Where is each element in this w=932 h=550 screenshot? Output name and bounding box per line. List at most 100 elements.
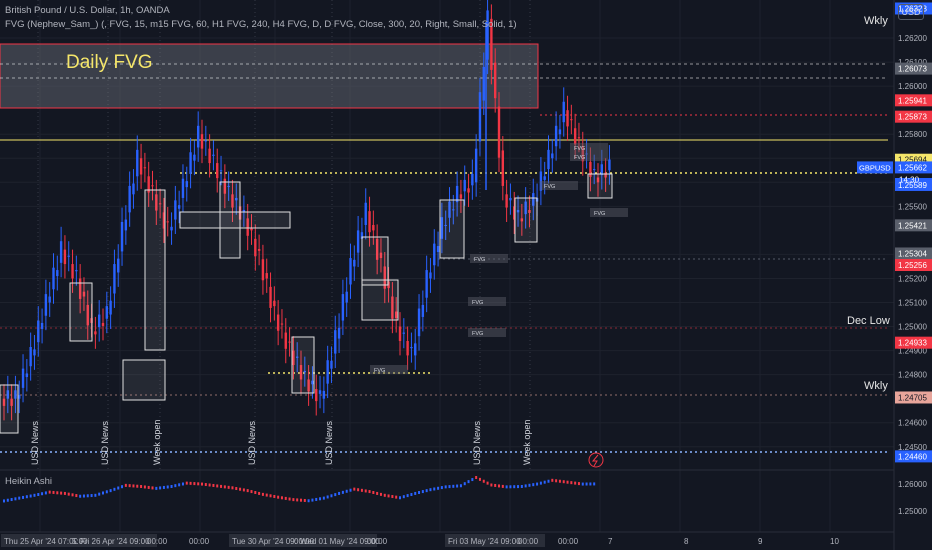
event-label: Week open: [152, 420, 162, 465]
fvg-box: [179, 211, 291, 229]
time-label: 7: [608, 537, 613, 546]
candle-body: [139, 158, 143, 175]
ha-candle: [265, 493, 268, 497]
candle-body: [155, 194, 158, 211]
ha-candle: [478, 477, 481, 481]
candle-body: [189, 152, 192, 174]
candle-body: [185, 181, 188, 188]
ha-candle: [307, 499, 310, 503]
ha-candle: [121, 485, 124, 489]
heikin-ashi-label: Heikin Ashi: [5, 476, 52, 487]
time-tick: 00:00: [294, 537, 315, 546]
ha-candle: [532, 483, 535, 487]
candle-body: [37, 320, 40, 343]
fvg-tag: FVG: [374, 368, 385, 374]
candle-body: [532, 193, 535, 206]
ha-candle: [109, 489, 112, 493]
ha-candle: [505, 485, 508, 489]
ha-candle: [60, 491, 63, 495]
candle-body: [235, 197, 238, 201]
candle-body: [558, 129, 562, 135]
price-label-box: [895, 110, 932, 123]
candle-body: [482, 66, 485, 101]
candle-body: [128, 185, 131, 213]
time-tick: 00:00: [147, 537, 168, 546]
price-label: 1.24933: [898, 339, 927, 348]
candle-body: [2, 398, 6, 406]
fvg-tag: FVG: [472, 300, 483, 306]
candle-body: [387, 281, 390, 289]
lightning-icon[interactable]: [588, 452, 604, 468]
candle-body: [478, 92, 482, 142]
ha-candle: [52, 490, 55, 494]
price-label: 1.25589: [898, 181, 927, 190]
candle-body: [436, 246, 440, 253]
ha-candle: [345, 489, 348, 493]
event-label: Week open: [522, 420, 532, 465]
ha-candle: [204, 483, 207, 487]
ha-candle: [471, 478, 474, 482]
fvg-tag-box: [590, 208, 628, 217]
price-labels: 1.26323 1.26073 1.25941 1.25873 1.256941.256…: [857, 2, 932, 463]
candle-body: [246, 218, 249, 236]
ha-candle: [284, 496, 287, 500]
price-label: 1.25662: [898, 163, 927, 172]
candle-body: [242, 209, 246, 213]
candle-body: [94, 331, 97, 335]
fvg-tag-box: [470, 254, 508, 263]
wkly-top-label: Wkly: [864, 15, 888, 27]
candle-body: [67, 255, 70, 257]
time-axis-labels: Thu 25 Apr '24 07:00 Fri 26 Apr '24 09:00…: [1, 534, 839, 547]
candle-body: [543, 176, 546, 180]
time-label-box: [77, 534, 157, 547]
ha-candle: [22, 495, 25, 499]
candle-body: [52, 267, 55, 290]
ha-candle: [433, 487, 436, 491]
candle-body: [265, 273, 268, 279]
ha-candle: [341, 490, 344, 494]
candle-body: [29, 346, 32, 367]
ha-candle: [98, 492, 101, 496]
time-label-box: [229, 534, 309, 547]
ha-candle: [372, 491, 375, 494]
candle-body: [417, 308, 421, 337]
wkly-bottom-label: Wkly: [864, 380, 888, 392]
time-label: Fri 03 May '24 09:00: [448, 537, 521, 546]
candle-body: [231, 194, 234, 208]
fvg-tag: FVG: [544, 184, 555, 190]
ha-candle: [254, 491, 257, 494]
ha-candle: [174, 484, 177, 488]
currency-button[interactable]: USD: [898, 4, 924, 20]
event-label: USD News: [100, 420, 110, 465]
candle-body: [212, 154, 215, 156]
candle-body: [193, 154, 196, 161]
candle-body: [6, 390, 10, 399]
candle-body: [273, 300, 276, 307]
time-tick: 00:00: [518, 537, 539, 546]
ha-candle: [315, 497, 318, 501]
price-label: 1.25694: [898, 156, 927, 165]
candle-body: [452, 209, 455, 211]
candle-body: [86, 304, 89, 326]
ha-candle: [577, 482, 580, 486]
ha-candle: [581, 482, 584, 486]
ha-candle: [166, 485, 169, 489]
ha-candle: [10, 498, 13, 502]
ha-candle: [41, 492, 44, 496]
candle-body: [82, 291, 86, 297]
ha-candle: [79, 494, 82, 498]
candle-body: [490, 18, 493, 70]
ha-candle: [566, 480, 569, 484]
candle-body: [520, 218, 524, 222]
fvg-box: [122, 359, 166, 401]
ha-candle: [258, 491, 261, 495]
price-label: 1.26323: [898, 4, 927, 13]
candle-body: [570, 119, 573, 121]
price-label-box: [895, 178, 932, 191]
ha-candle: [227, 485, 230, 489]
ha-candle: [395, 495, 398, 499]
candle-body: [48, 296, 51, 303]
candle-body: [592, 169, 596, 171]
fvg-tag: FVG: [594, 211, 605, 217]
